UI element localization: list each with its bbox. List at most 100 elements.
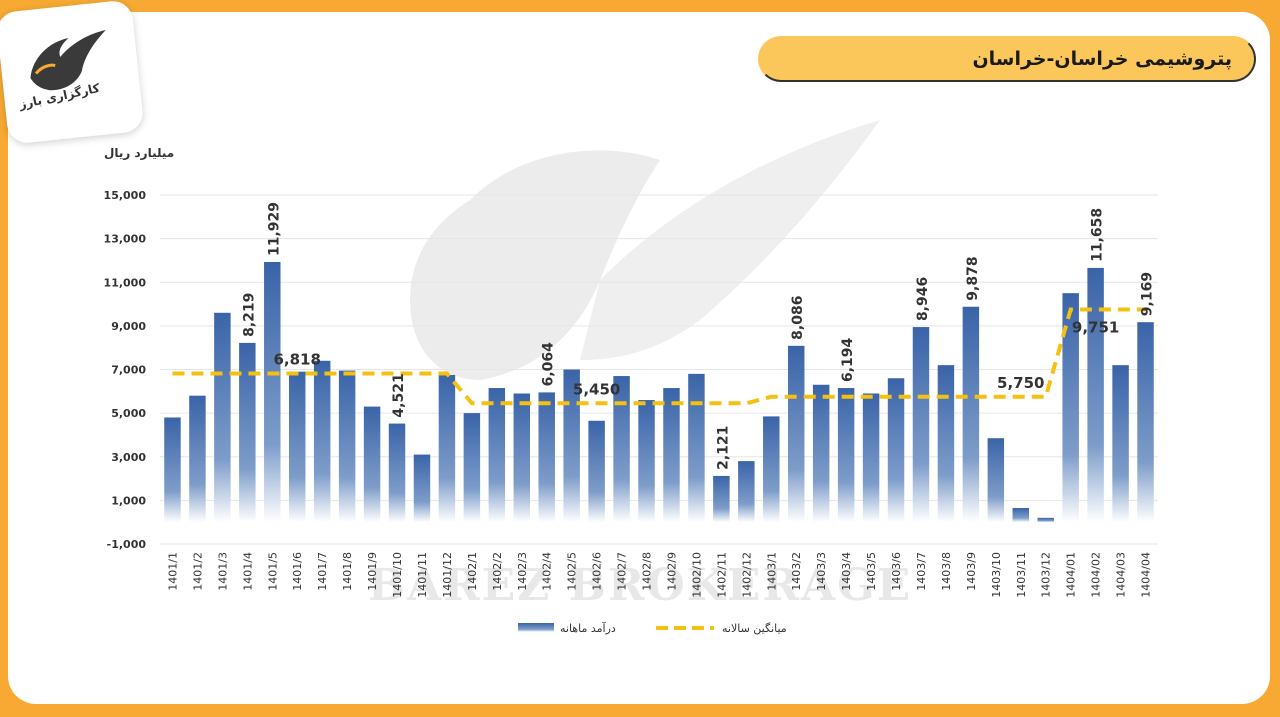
broker-logo: کارگزاری بارز — [0, 0, 145, 145]
x-tick-label: 1403/5 — [865, 552, 878, 591]
bar — [763, 416, 780, 523]
bar — [1012, 508, 1030, 523]
bar — [538, 392, 555, 523]
x-tick-label: 1403/3 — [815, 552, 828, 591]
y-tick-label: -1,000 — [107, 538, 147, 551]
bar-data-label: 8,219 — [241, 293, 257, 337]
x-tick-label: 1401/7 — [316, 552, 329, 591]
x-tick-label: 1402/3 — [516, 552, 529, 591]
y-tick-label: 1,000 — [111, 494, 146, 507]
x-tick-label: 1401/10 — [391, 552, 404, 598]
bar — [987, 438, 1005, 523]
bar — [189, 395, 206, 523]
x-tick-label: 1403/9 — [965, 552, 978, 591]
bar-data-label: 9,878 — [965, 256, 981, 300]
x-tick-label: 1401/2 — [191, 552, 204, 591]
bar-data-label: 11,929 — [266, 202, 282, 256]
legend-avg-label: میانگین سالانه — [722, 622, 787, 635]
y-tick-label: 11,000 — [104, 276, 147, 289]
bar — [1037, 517, 1054, 523]
x-tick-label: 1404/04 — [1140, 552, 1153, 598]
bar — [887, 378, 905, 523]
x-tick-label: 1401/3 — [216, 552, 229, 591]
x-tick-label: 1404/02 — [1090, 552, 1103, 598]
bar — [438, 374, 456, 523]
y-tick-label: 9,000 — [111, 320, 146, 333]
legend: درآمد ماهانه میانگین سالانه — [518, 621, 787, 635]
bar-data-label: 9,169 — [1140, 272, 1156, 316]
bars — [164, 261, 1154, 523]
watermark-text: BAREZ BROKERAGE — [368, 560, 913, 611]
bar — [812, 384, 830, 523]
y-tick-label: 7,000 — [111, 364, 146, 377]
x-tick-label: 1403/12 — [1040, 552, 1053, 598]
bar — [388, 423, 406, 523]
x-tick-label: 1402/6 — [591, 552, 604, 591]
x-axis: 1401/1 1401/2 1401/3 1401/4 1401/5 1401/6 1401… — [166, 552, 1152, 598]
x-tick-label: 1402/12 — [740, 552, 753, 598]
x-tick-label: 1401/4 — [241, 552, 254, 591]
x-tick-label: 1401/6 — [291, 552, 304, 591]
data-labels: 8,219 11,929 4,521 6,064 2,121 8,086 6,194 8,94… — [241, 202, 1155, 470]
bar — [738, 461, 755, 523]
bar — [488, 388, 506, 523]
x-tick-label: 1404/01 — [1065, 552, 1078, 598]
bar-data-label: 6,064 — [541, 342, 557, 387]
bar-data-label: 6,194 — [840, 337, 856, 382]
x-tick-label: 1404/03 — [1115, 552, 1128, 598]
bar-data-label: 11,658 — [1090, 208, 1106, 262]
y-axis-unit-label: میلیارد ریال — [104, 146, 175, 160]
x-tick-label: 1402/11 — [715, 552, 728, 598]
bar — [937, 365, 955, 523]
bar — [713, 475, 730, 523]
x-tick-label: 1403/7 — [915, 552, 928, 591]
x-tick-label: 1402/8 — [641, 552, 654, 591]
bar — [338, 370, 356, 523]
average-data-label: 6,818 — [273, 350, 320, 368]
x-tick-label: 1403/1 — [765, 552, 778, 591]
bar — [264, 261, 281, 523]
y-tick-label: 3,000 — [111, 451, 146, 464]
watermark: BAREZ BROKERAGE — [368, 120, 913, 611]
x-tick-label: 1401/12 — [441, 552, 454, 598]
chart-title: پتروشیمی خراسان-خراسان — [758, 36, 1256, 82]
legend-bar-label: درآمد ماهانه — [560, 621, 616, 635]
bar — [413, 454, 431, 523]
x-tick-label: 1403/8 — [940, 552, 953, 591]
x-tick-label: 1401/5 — [266, 552, 279, 591]
average-line — [172, 307, 1146, 406]
bar — [638, 400, 655, 523]
bar — [613, 376, 630, 523]
bar-data-label: 8,086 — [790, 296, 806, 340]
x-tick-label: 1402/10 — [690, 552, 703, 598]
x-tick-label: 1401/9 — [366, 552, 379, 591]
bar — [688, 373, 705, 523]
x-tick-label: 1402/4 — [541, 552, 554, 591]
average-line-path — [172, 307, 1146, 406]
bar — [164, 417, 181, 523]
y-axis: 15,000 13,000 11,000 9,000 7,000 5,000 3,000 1,… — [104, 189, 147, 551]
x-tick-label: 1402/2 — [491, 552, 504, 591]
average-data-label: 5,450 — [573, 380, 620, 398]
bar — [563, 369, 580, 523]
y-tick-label: 13,000 — [104, 233, 147, 246]
bar — [288, 371, 306, 523]
x-tick-label: 1402/7 — [616, 552, 629, 591]
average-data-label: 5,750 — [997, 374, 1044, 392]
bar — [862, 393, 880, 523]
bar — [787, 345, 805, 523]
x-tick-label: 1403/11 — [1015, 552, 1028, 598]
bar — [239, 342, 256, 523]
x-tick-label: 1401/8 — [341, 552, 354, 591]
y-tick-label: 15,000 — [104, 189, 147, 202]
bar — [962, 306, 980, 523]
x-tick-label: 1403/2 — [790, 552, 803, 591]
x-tick-label: 1403/4 — [840, 552, 853, 591]
bar — [1112, 365, 1129, 523]
x-tick-label: 1403/6 — [890, 552, 903, 591]
bar — [837, 388, 855, 523]
bar-data-label: 8,946 — [915, 277, 931, 321]
bar — [912, 327, 930, 523]
bar — [214, 312, 231, 523]
